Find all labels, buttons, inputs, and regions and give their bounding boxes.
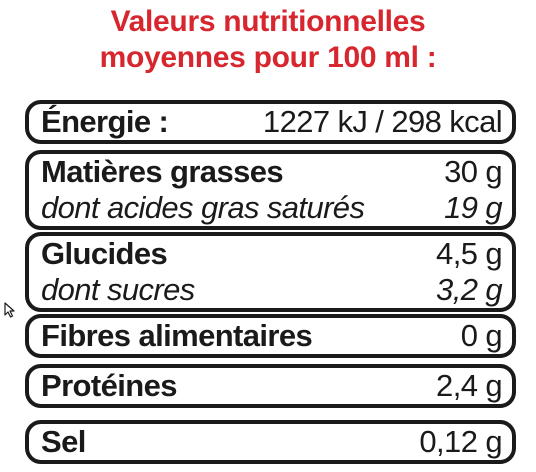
salt-value: 0,12 g <box>419 424 502 459</box>
title-line-1: Valeurs nutritionnelles <box>110 5 426 38</box>
carbs-box: Glucides 4,5 g dont sucres 3,2 g <box>25 232 516 312</box>
saturated-fat-value: 19 g <box>444 190 503 225</box>
mouse-pointer-icon <box>4 302 15 318</box>
fibre-label: Fibres alimentaires <box>41 318 313 353</box>
carbs-value: 4,5 g <box>436 236 503 271</box>
fibre-row: Fibres alimentaires 0 g <box>41 318 503 354</box>
carbs-row: Glucides 4,5 g <box>41 236 503 272</box>
salt-box: Sel 0,12 g <box>25 420 516 464</box>
sugars-row: dont sucres 3,2 g <box>41 272 503 308</box>
sugars-label: dont sucres <box>41 272 195 307</box>
protein-value: 2,4 g <box>436 368 503 403</box>
energy-value: 1227 kJ / 298 kcal <box>262 104 503 139</box>
salt-label: Sel <box>41 424 86 459</box>
energy-row: Énergie : 1227 kJ / 298 kcal <box>41 104 503 140</box>
energy-label: Énergie : <box>41 104 169 139</box>
protein-row: Protéines 2,4 g <box>41 368 503 404</box>
fat-label: Matières grasses <box>41 154 284 189</box>
fat-box: Matières grasses 30 g dont acides gras s… <box>25 150 516 230</box>
saturated-fat-row: dont acides gras saturés 19 g <box>41 190 503 226</box>
title-line-2: moyennes pour 100 ml : <box>99 41 437 74</box>
fat-row: Matières grasses 30 g <box>41 154 503 190</box>
nutrition-title: Valeurs nutritionnelles moyennes pour 10… <box>0 4 536 76</box>
salt-row: Sel 0,12 g <box>41 424 503 460</box>
fibre-box: Fibres alimentaires 0 g <box>25 314 516 358</box>
sugars-value: 3,2 g <box>436 272 503 307</box>
protein-label: Protéines <box>41 368 177 403</box>
carbs-label: Glucides <box>41 236 168 271</box>
saturated-fat-label: dont acides gras saturés <box>41 190 365 225</box>
protein-box: Protéines 2,4 g <box>25 364 516 408</box>
fat-value: 30 g <box>444 154 503 189</box>
fibre-value: 0 g <box>460 318 503 353</box>
energy-box: Énergie : 1227 kJ / 298 kcal <box>25 100 516 144</box>
